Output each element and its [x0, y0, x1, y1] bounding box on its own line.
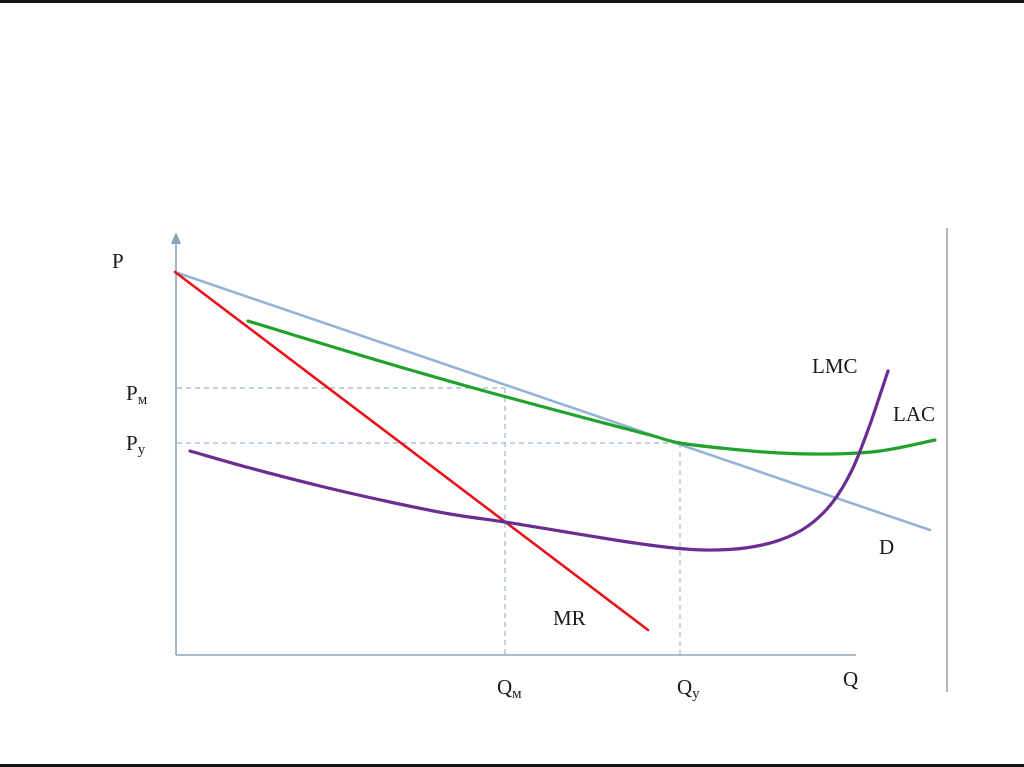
pm-label-sub: м — [138, 392, 148, 408]
qm-label-base: Q — [497, 675, 512, 699]
lmc-curve-label: LMC — [812, 354, 858, 378]
py-label: Py — [126, 431, 146, 458]
py-label-base: P — [126, 431, 138, 455]
marginal-revenue-curve — [173, 270, 650, 632]
p-axis-label: P — [112, 249, 124, 273]
py-label-sub: y — [138, 442, 146, 458]
curves-layer — [173, 270, 937, 632]
axes — [171, 232, 856, 656]
pm-label-base: P — [126, 381, 138, 405]
y-axis-arrow-icon — [171, 232, 181, 244]
pm-label: Pм — [126, 381, 148, 408]
lmc-curve — [188, 369, 890, 552]
qy-label-base: Q — [677, 675, 692, 699]
guide-lines-layer — [177, 387, 681, 655]
qm-label: Qм — [497, 675, 522, 702]
lac-curve — [246, 319, 937, 456]
d-curve-label: D — [879, 535, 894, 559]
mr-curve-label: MR — [553, 606, 586, 630]
qy-label: Qy — [677, 675, 700, 702]
qm-label-sub: м — [512, 686, 522, 702]
qy-label-sub: y — [692, 686, 700, 702]
q-axis-label: Q — [843, 667, 858, 691]
demand-curve — [173, 270, 932, 532]
lac-curve-label: LAC — [893, 402, 935, 426]
